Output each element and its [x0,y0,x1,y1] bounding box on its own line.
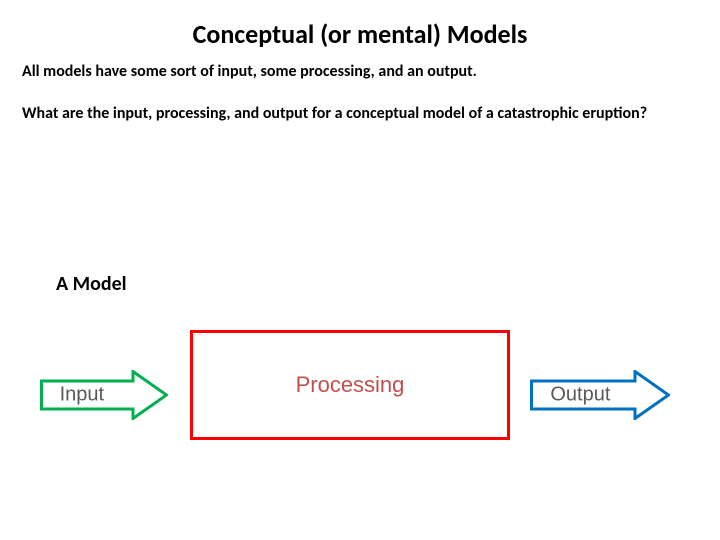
input-arrow: Input [40,370,168,420]
slide: Conceptual (or mental) Models All models… [0,0,720,540]
body-text-2: What are the input, processing, and outp… [22,104,698,124]
input-arrow-svg: Input [40,370,168,420]
output-arrow-svg: Output [530,370,670,420]
input-arrow-label: Input [60,383,105,405]
model-diagram: Input Processing Output [40,320,680,460]
processing-box: Processing [190,330,510,440]
diagram-heading: A Model [56,272,127,296]
output-arrow-label: Output [550,383,610,405]
output-arrow: Output [530,370,670,420]
page-title: Conceptual (or mental) Models [0,18,720,50]
processing-label: Processing [296,372,405,398]
body-text-1: All models have some sort of input, some… [22,62,698,81]
